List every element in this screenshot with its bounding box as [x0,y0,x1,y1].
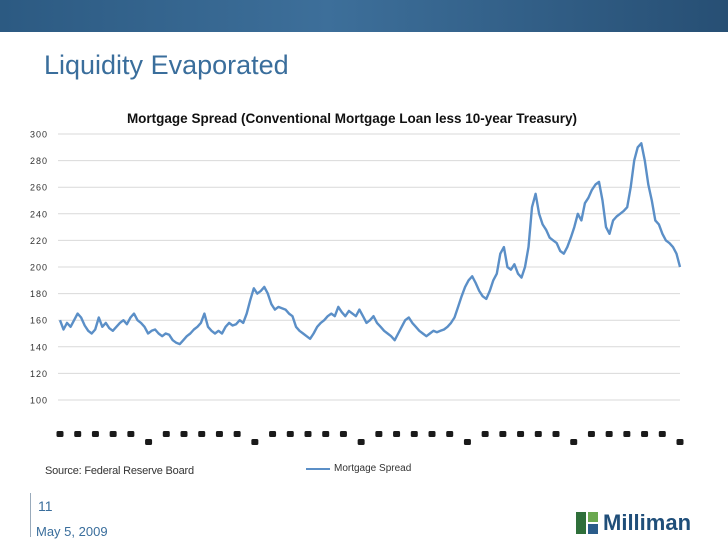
x-tick-mark [145,439,153,445]
x-tick-mark [286,431,294,437]
y-tick-label: 100 [30,396,48,406]
x-tick-mark [676,439,684,445]
x-tick-mark [428,431,436,437]
x-tick-mark [198,431,206,437]
legend: Mortgage Spread [306,463,411,474]
x-tick-mark [446,431,454,437]
x-tick-mark [127,431,135,437]
x-tick-mark [162,431,170,437]
y-tick-label: 260 [30,183,48,193]
x-tick-mark [463,439,471,445]
series-lines [58,142,682,346]
logo-text: Milliman [603,510,692,535]
x-tick-mark [180,431,188,437]
mortgage-spread-chart: Mortgage Spread (Conventional Mortgage L… [30,111,684,445]
slide-title: Liquidity Evaporated [44,50,289,80]
x-tick-mark [74,431,82,437]
x-tick-mark [339,431,347,437]
page-number: 11 [38,498,53,514]
x-tick-mark [109,431,117,437]
x-tick-mark [517,431,525,437]
x-tick-mark [251,439,259,445]
y-tick-label: 140 [30,342,48,352]
x-tick-mark [641,431,649,437]
x-axis-ticks [56,431,684,445]
x-tick-mark [269,431,277,437]
x-tick-mark [552,431,560,437]
x-tick-mark [587,431,595,437]
source-note: Source: Federal Reserve Board [45,465,194,477]
x-tick-mark [623,431,631,437]
x-tick-mark [499,431,507,437]
y-tick-label: 180 [30,289,48,299]
slide-date: May 5, 2009 [36,524,108,539]
chart-title: Mortgage Spread (Conventional Mortgage L… [127,111,577,126]
x-tick-mark [91,431,99,437]
milliman-logo: Milliman [576,510,691,536]
gridlines [58,133,680,401]
series-line-mortgage-spread [58,142,682,346]
x-tick-mark [658,431,666,437]
logo-mark-icon [576,512,598,534]
y-tick-label: 160 [30,316,48,326]
footer-divider [30,493,31,537]
x-tick-mark [375,431,383,437]
y-tick-label: 120 [30,369,48,379]
y-tick-label: 280 [30,156,48,166]
y-tick-label: 220 [30,236,48,246]
x-tick-mark [605,431,613,437]
legend-label: Mortgage Spread [334,463,412,474]
x-tick-mark [304,431,312,437]
x-tick-mark [393,431,401,437]
x-tick-mark [570,439,578,445]
x-tick-mark [410,431,418,437]
y-tick-label: 300 [30,130,48,140]
y-axis-ticks: 100 120 140 160 180 200 220 240 260 280 300 [30,130,48,406]
top-banner [0,0,728,32]
x-tick-mark [357,439,365,445]
x-tick-mark [534,431,542,437]
x-tick-mark [322,431,330,437]
y-tick-label: 200 [30,263,48,273]
y-tick-label: 240 [30,209,48,219]
x-tick-mark [481,431,489,437]
x-tick-mark [215,431,223,437]
x-tick-mark [233,431,241,437]
x-tick-mark [56,431,64,437]
legend-swatch [306,467,330,470]
